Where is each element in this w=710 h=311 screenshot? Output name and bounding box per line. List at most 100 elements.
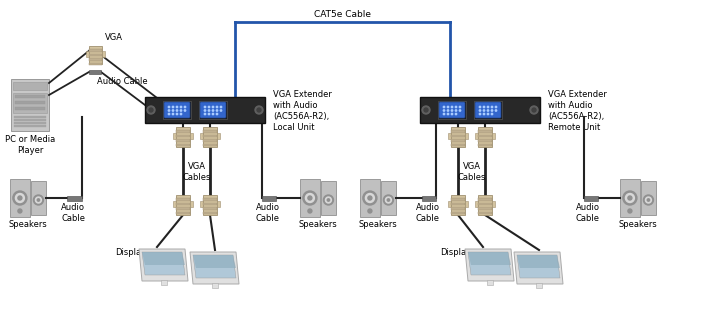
Bar [176,211,190,214]
Text: VGA
Cables: VGA Cables [457,162,486,182]
Bar [163,101,191,119]
Bar [478,139,492,142]
Circle shape [484,106,485,108]
Circle shape [422,106,430,114]
Text: PC or Media
Player: PC or Media Player [5,135,55,155]
Bar [478,202,492,205]
Circle shape [452,110,453,111]
Bar [199,101,227,119]
FancyBboxPatch shape [439,102,465,118]
Bar [465,201,468,207]
Bar [145,97,265,123]
Text: Displays: Displays [115,248,151,257]
Circle shape [208,106,209,108]
Circle shape [180,106,182,108]
Circle shape [308,196,312,200]
Circle shape [368,196,372,200]
Bar [85,51,89,58]
Circle shape [212,113,214,115]
Circle shape [217,110,218,111]
Polygon shape [193,255,236,278]
Circle shape [37,199,40,201]
Bar [448,133,451,139]
Bar [451,211,465,214]
Circle shape [217,113,218,115]
Circle shape [532,108,536,112]
Polygon shape [517,255,560,278]
Bar [89,58,102,61]
Circle shape [176,110,178,111]
Circle shape [447,110,449,111]
Bar [478,143,492,146]
Circle shape [180,110,182,111]
Circle shape [257,108,261,112]
Bar [451,127,465,147]
Bar [203,195,217,215]
Bar [176,195,190,215]
Circle shape [387,199,390,201]
Bar [89,53,102,56]
Circle shape [168,113,170,115]
Circle shape [459,110,461,111]
Bar [190,201,193,207]
Circle shape [16,193,24,202]
Circle shape [479,106,481,108]
Circle shape [487,113,488,115]
Bar [492,133,495,139]
Bar [203,130,217,132]
Circle shape [173,106,174,108]
Bar [212,283,217,288]
Circle shape [479,110,481,111]
Circle shape [305,193,315,202]
Text: Speakers: Speakers [9,220,48,229]
Text: VGA: VGA [105,33,123,42]
Bar [173,201,176,207]
Circle shape [455,110,457,111]
Bar [89,46,102,64]
Bar [486,280,493,285]
FancyBboxPatch shape [475,102,501,118]
Bar [478,127,492,147]
Bar [203,127,217,147]
Bar [176,127,190,147]
Bar [420,97,540,123]
Circle shape [459,106,461,108]
Circle shape [212,106,214,108]
Polygon shape [190,252,239,284]
Circle shape [208,110,209,111]
Bar [176,139,190,142]
Bar [89,70,101,74]
Text: Audio
Cable: Audio Cable [256,203,280,223]
Polygon shape [139,249,188,281]
Bar [176,207,190,210]
Circle shape [185,106,186,108]
Circle shape [324,195,334,205]
Circle shape [204,113,206,115]
Bar [451,198,465,201]
Bar [217,201,220,207]
Text: Speakers: Speakers [299,220,337,229]
Bar [203,134,217,137]
Bar [200,201,203,207]
Bar [14,122,46,123]
Circle shape [220,110,222,111]
Polygon shape [468,252,511,265]
Text: VGA Extender
with Audio
(AC556A-R2),
Local Unit: VGA Extender with Audio (AC556A-R2), Loc… [273,90,332,132]
Circle shape [452,106,453,108]
Circle shape [491,113,493,115]
Circle shape [168,110,170,111]
Bar [190,133,193,139]
Circle shape [447,113,449,115]
Circle shape [173,113,174,115]
Bar [465,133,468,139]
Bar [422,196,436,201]
Bar [67,196,82,201]
Circle shape [491,106,493,108]
Bar [262,196,276,201]
Bar [620,179,640,217]
Circle shape [204,110,206,111]
Bar [451,130,465,132]
Bar [451,139,465,142]
Circle shape [484,110,485,111]
Circle shape [424,108,428,112]
